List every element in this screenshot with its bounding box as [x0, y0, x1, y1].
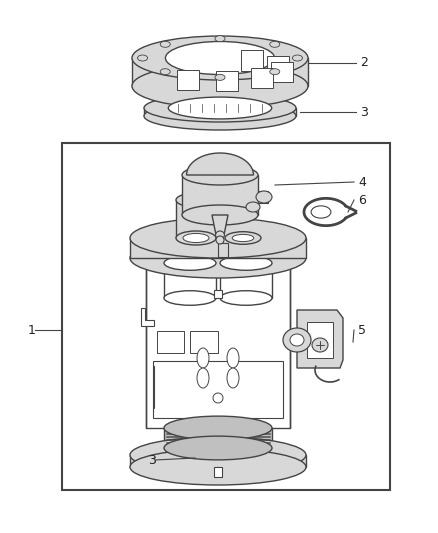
- Text: 4: 4: [357, 175, 365, 189]
- Ellipse shape: [183, 233, 208, 243]
- Ellipse shape: [219, 290, 272, 305]
- Ellipse shape: [144, 102, 295, 130]
- Ellipse shape: [182, 165, 258, 185]
- Ellipse shape: [269, 42, 279, 47]
- Polygon shape: [182, 175, 258, 215]
- Ellipse shape: [197, 348, 208, 368]
- Ellipse shape: [130, 218, 305, 258]
- Polygon shape: [132, 58, 307, 86]
- Ellipse shape: [130, 437, 305, 473]
- Polygon shape: [212, 215, 227, 235]
- Ellipse shape: [164, 416, 272, 440]
- Polygon shape: [186, 153, 253, 175]
- Ellipse shape: [245, 202, 259, 212]
- Bar: [190, 331, 218, 353]
- Text: 3: 3: [148, 454, 155, 466]
- Text: 5: 5: [357, 324, 365, 336]
- Ellipse shape: [130, 449, 305, 485]
- Ellipse shape: [165, 42, 274, 75]
- Ellipse shape: [215, 75, 225, 80]
- Polygon shape: [146, 258, 290, 428]
- Ellipse shape: [290, 334, 303, 346]
- Bar: [215, 71, 237, 91]
- Ellipse shape: [176, 193, 215, 207]
- Bar: [270, 62, 292, 83]
- Polygon shape: [130, 238, 305, 258]
- Ellipse shape: [215, 231, 224, 239]
- Bar: [251, 68, 273, 88]
- Ellipse shape: [292, 55, 302, 61]
- Bar: [213, 467, 222, 477]
- Bar: [62, 143, 389, 490]
- Polygon shape: [141, 308, 154, 326]
- Polygon shape: [176, 200, 215, 238]
- Polygon shape: [306, 322, 332, 358]
- Ellipse shape: [269, 69, 279, 75]
- Polygon shape: [297, 310, 342, 368]
- Ellipse shape: [311, 338, 327, 352]
- Ellipse shape: [226, 368, 238, 388]
- Polygon shape: [219, 263, 272, 298]
- Ellipse shape: [283, 328, 310, 352]
- Ellipse shape: [225, 232, 261, 244]
- Ellipse shape: [215, 36, 225, 42]
- Ellipse shape: [311, 206, 330, 218]
- Ellipse shape: [164, 436, 272, 460]
- Ellipse shape: [182, 205, 258, 225]
- Bar: [177, 69, 199, 90]
- Bar: [153, 361, 282, 418]
- Ellipse shape: [160, 42, 170, 47]
- Polygon shape: [164, 263, 215, 298]
- Text: 1: 1: [28, 324, 36, 336]
- Bar: [266, 55, 288, 76]
- Ellipse shape: [132, 36, 307, 80]
- Text: 2: 2: [359, 56, 367, 69]
- Bar: [240, 51, 262, 71]
- Ellipse shape: [197, 368, 208, 388]
- Ellipse shape: [132, 64, 307, 108]
- Ellipse shape: [146, 240, 290, 276]
- Ellipse shape: [176, 231, 215, 245]
- Bar: [258, 191, 267, 203]
- Bar: [156, 331, 184, 353]
- Ellipse shape: [168, 97, 271, 119]
- Ellipse shape: [219, 256, 272, 270]
- Ellipse shape: [255, 191, 272, 203]
- Ellipse shape: [226, 348, 238, 368]
- Ellipse shape: [164, 290, 215, 305]
- Ellipse shape: [137, 55, 147, 61]
- Polygon shape: [144, 108, 295, 116]
- Ellipse shape: [130, 238, 305, 278]
- Ellipse shape: [144, 94, 295, 122]
- Bar: [213, 290, 222, 298]
- Polygon shape: [164, 428, 272, 448]
- Text: 3: 3: [359, 106, 367, 118]
- Ellipse shape: [212, 393, 223, 403]
- Ellipse shape: [215, 236, 223, 244]
- Ellipse shape: [160, 69, 170, 75]
- Polygon shape: [130, 455, 305, 467]
- Text: 6: 6: [357, 193, 365, 206]
- Ellipse shape: [164, 256, 215, 270]
- Bar: [218, 243, 227, 257]
- Ellipse shape: [232, 235, 253, 241]
